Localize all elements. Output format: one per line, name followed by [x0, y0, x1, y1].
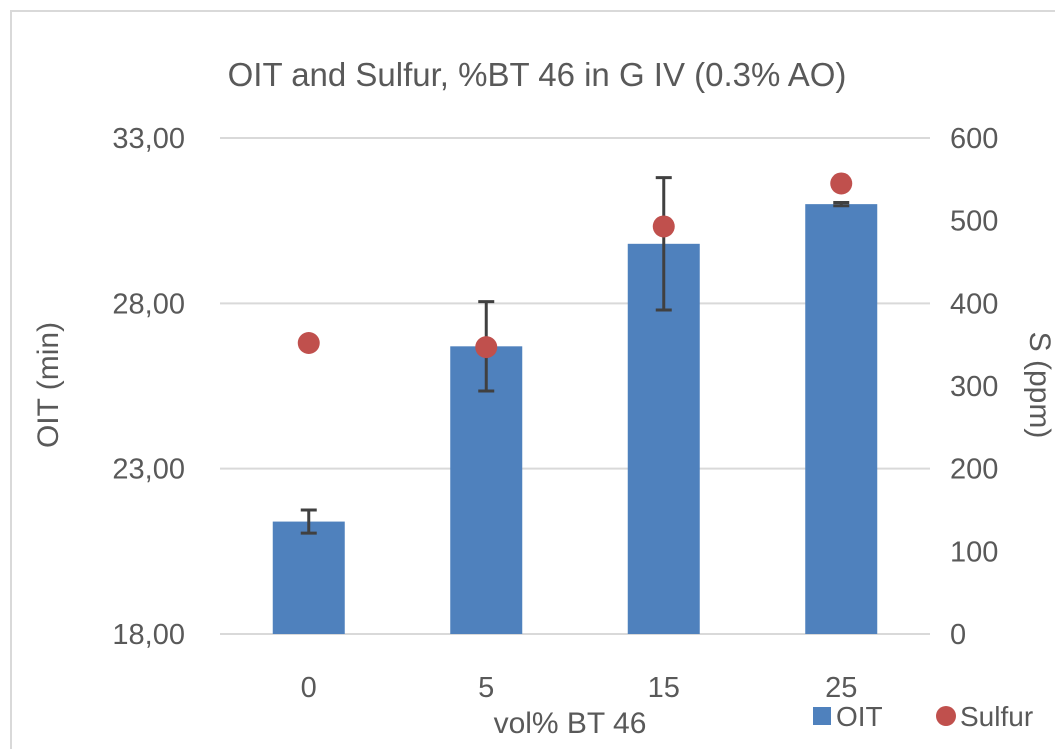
legend: OIT Sulfur — [813, 701, 1033, 732]
y-tick-label: 23,00 — [112, 454, 185, 486]
y2-tick-label: 200 — [950, 454, 998, 486]
error-bars — [300, 176, 850, 535]
y-axis-label: OIT (min) — [32, 322, 65, 448]
y2-axis-ticks: 0 100 200 300 400 500 600 — [950, 123, 998, 651]
y-tick-label: 33,00 — [112, 123, 185, 155]
y2-axis-label: S (ppm) — [1023, 332, 1055, 439]
y2-tick-label: 300 — [950, 371, 998, 403]
x-axis-ticks: 0 5 15 25 — [301, 672, 858, 704]
y2-tick-label: 500 — [950, 206, 998, 238]
y2-tick-label: 0 — [950, 619, 966, 651]
x-tick-label: 25 — [825, 672, 857, 704]
y-tick-label: 28,00 — [112, 288, 185, 320]
point — [830, 172, 853, 195]
bars-oit — [272, 204, 878, 634]
legend-label-oit: OIT — [836, 701, 883, 732]
y2-tick-label: 100 — [950, 536, 998, 568]
chart-frame — [10, 10, 1055, 749]
x-tick-label: 0 — [301, 672, 317, 704]
x-tick-label: 15 — [648, 672, 680, 704]
x-tick-label: 5 — [478, 672, 494, 704]
point — [475, 336, 498, 359]
bar — [805, 204, 878, 634]
x-axis-label: vol% BT 46 — [494, 707, 647, 740]
points-sulfur — [297, 172, 853, 359]
legend-marker-sulfur — [936, 706, 956, 726]
chart-title: OIT and Sulfur, %BT 46 in G IV (0.3% AO) — [228, 56, 847, 93]
point — [652, 215, 675, 238]
legend-swatch-oit — [813, 707, 831, 725]
y2-tick-label: 400 — [950, 288, 998, 320]
bar — [272, 521, 345, 634]
point — [297, 332, 320, 355]
bar — [450, 346, 523, 634]
y2-tick-label: 600 — [950, 123, 998, 155]
y-axis-ticks: 18,00 23,00 28,00 33,00 — [112, 123, 185, 651]
legend-label-sulfur: Sulfur — [960, 701, 1033, 732]
y-tick-label: 18,00 — [112, 619, 185, 651]
